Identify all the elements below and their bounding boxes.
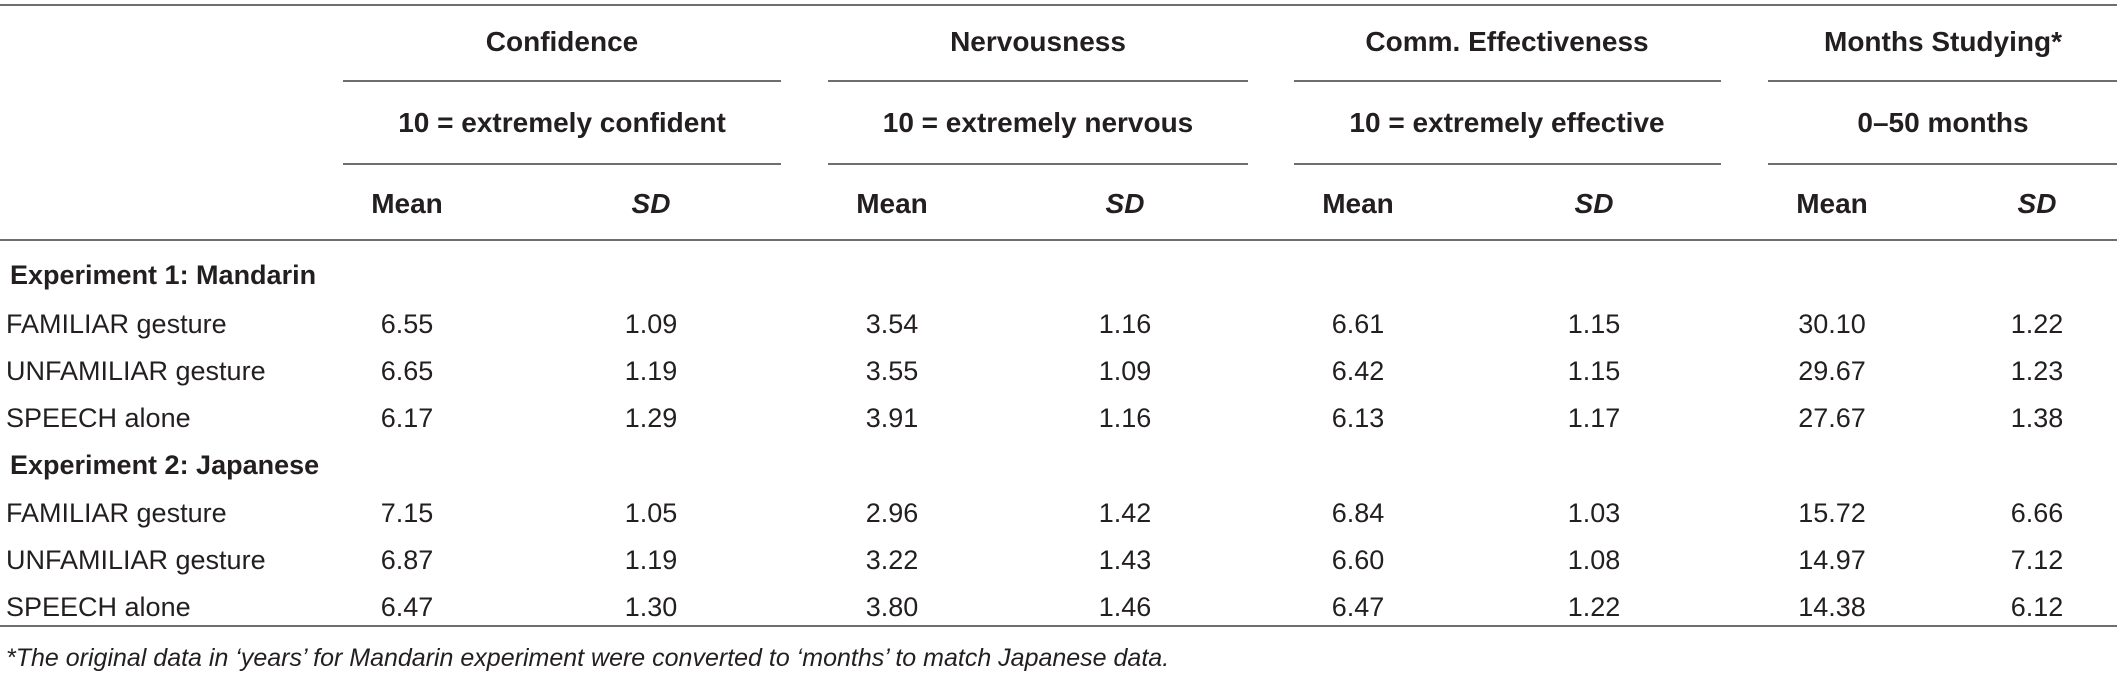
table-cell: 1.16 [1098, 403, 1152, 433]
col-header-mean: Mean [1322, 188, 1394, 219]
table-top-rule [0, 4, 2117, 6]
table-cell: 1.03 [1567, 498, 1621, 528]
table-cell: 1.22 [2010, 309, 2064, 339]
group-rule-months [1768, 80, 2117, 82]
row-label: UNFAMILIAR gesture [6, 356, 266, 386]
table-cell: 1.17 [1567, 403, 1621, 433]
table-cell: 6.84 [1331, 498, 1385, 528]
group-rule-nervousness [828, 80, 1248, 82]
table-cell: 1.29 [624, 403, 678, 433]
group-title-confidence: Confidence [485, 26, 639, 57]
table-cell: 1.30 [624, 592, 678, 622]
table-cell: 6.55 [380, 309, 434, 339]
scale-rule-nervousness [828, 163, 1248, 165]
table-cell: 27.67 [1798, 403, 1866, 433]
scale-months: 0–50 months [1857, 107, 2029, 138]
col-header-mean: Mean [856, 188, 928, 219]
group-rule-effectiveness [1294, 80, 1721, 82]
table-cell: 3.80 [865, 592, 919, 622]
table-footnote: *The original data in ‘years’ for Mandar… [6, 644, 1170, 672]
col-header-sd: SD [2017, 188, 2057, 219]
table-cell: 6.65 [380, 356, 434, 386]
section-title: Experiment 1: Mandarin [10, 260, 317, 290]
table-cell: 1.19 [624, 356, 678, 386]
table-cell: 30.10 [1798, 309, 1866, 339]
table-cell: 1.42 [1098, 498, 1152, 528]
col-header-sd: SD [1574, 188, 1614, 219]
table-cell: 1.43 [1098, 545, 1152, 575]
group-title-nervousness: Nervousness [950, 26, 1126, 57]
table-cell: 6.60 [1331, 545, 1385, 575]
table-cell: 6.42 [1331, 356, 1385, 386]
table-cell: 6.12 [2010, 592, 2064, 622]
table-cell: 1.09 [1098, 356, 1152, 386]
table-cell: 1.16 [1098, 309, 1152, 339]
table-cell: 6.13 [1331, 403, 1385, 433]
table-cell: 1.38 [2010, 403, 2064, 433]
table-cell: 2.96 [865, 498, 919, 528]
row-label: UNFAMILIAR gesture [6, 545, 266, 575]
table-cell: 3.55 [865, 356, 919, 386]
group-title-months: Months Studying* [1824, 26, 2062, 57]
table-cell: 1.09 [624, 309, 678, 339]
table-cell: 3.91 [865, 403, 919, 433]
table-cell: 14.97 [1798, 545, 1866, 575]
col-header-sd: SD [1105, 188, 1145, 219]
table-cell: 7.12 [2010, 545, 2064, 575]
row-label: SPEECH alone [6, 592, 191, 622]
table-cell: 3.22 [865, 545, 919, 575]
table-cell: 6.66 [2010, 498, 2064, 528]
table-bottom-rule [0, 625, 2117, 627]
table-cell: 6.61 [1331, 309, 1385, 339]
scale-effectiveness: 10 = extremely effective [1349, 107, 1665, 138]
table-cell: 15.72 [1798, 498, 1866, 528]
table-cell: 1.05 [624, 498, 678, 528]
table-cell: 1.08 [1567, 545, 1621, 575]
scale-rule-months [1768, 163, 2117, 165]
group-rule-confidence [343, 80, 781, 82]
row-label: SPEECH alone [6, 403, 191, 433]
scale-nervousness: 10 = extremely nervous [882, 107, 1194, 138]
scale-rule-confidence [343, 163, 781, 165]
table-cell: 6.17 [380, 403, 434, 433]
header-bottom-rule [0, 239, 2117, 241]
table-cell: 6.47 [380, 592, 434, 622]
table-cell: 1.19 [624, 545, 678, 575]
table-cell: 1.22 [1567, 592, 1621, 622]
row-label: FAMILIAR gesture [6, 309, 227, 339]
table-cell: 1.15 [1567, 356, 1621, 386]
scale-confidence: 10 = extremely confident [398, 107, 726, 138]
section-title: Experiment 2: Japanese [10, 450, 320, 480]
table-cell: 6.47 [1331, 592, 1385, 622]
table-cell: 7.15 [380, 498, 434, 528]
table-cell: 14.38 [1798, 592, 1866, 622]
col-header-mean: Mean [1796, 188, 1868, 219]
col-header-mean: Mean [371, 188, 443, 219]
table-cell: 1.15 [1567, 309, 1621, 339]
group-title-effectiveness: Comm. Effectiveness [1365, 26, 1649, 57]
table-cell: 1.23 [2010, 356, 2064, 386]
col-header-sd: SD [631, 188, 671, 219]
scale-rule-effectiveness [1294, 163, 1721, 165]
row-label: FAMILIAR gesture [6, 498, 227, 528]
table-cell: 1.46 [1098, 592, 1152, 622]
table-cell: 29.67 [1798, 356, 1866, 386]
table-cell: 3.54 [865, 309, 919, 339]
table-cell: 6.87 [380, 545, 434, 575]
